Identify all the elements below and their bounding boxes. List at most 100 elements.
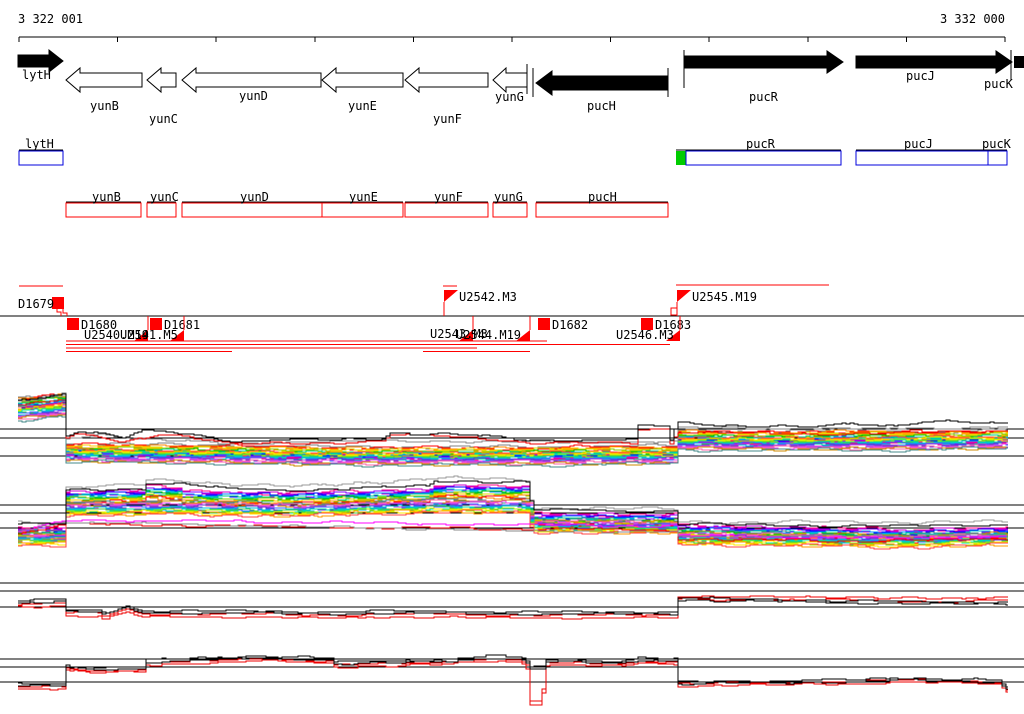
signal-line (18, 414, 1008, 467)
operon-box-yunF[interactable] (404, 202, 489, 218)
gene-arrow-pucR[interactable] (683, 50, 844, 74)
transcript-box-lytH[interactable] (18, 150, 64, 166)
signal-line (18, 399, 1008, 445)
signal-line (18, 406, 1008, 459)
gene-arrow-yunE[interactable] (321, 66, 404, 94)
signal-line (18, 522, 1008, 543)
operon-label-yunE: yunE (349, 190, 378, 204)
probe-label-U2545.M19: U2545.M19 (692, 290, 757, 304)
gene-label-yunG: yunG (495, 90, 524, 104)
gene-label-pucR: pucR (749, 90, 779, 104)
operon-box-yunC[interactable] (146, 202, 177, 218)
signal-line (18, 499, 1008, 539)
probe-label-D1680: D1680 (81, 318, 117, 332)
gene-arrow-yunF[interactable] (404, 66, 489, 94)
coordinate-end: 3 332 000 (939, 12, 1005, 26)
transcript-track-blue: lytH pucR pucJ pucK (18, 137, 1012, 166)
probe-flag-U2545.M19[interactable] (677, 290, 691, 302)
signal-line (18, 406, 1008, 460)
signal-line (18, 401, 1008, 456)
gene-label-yunB: yunB (90, 99, 119, 113)
probe-marker-D1680[interactable] (67, 318, 79, 330)
signal-line (18, 405, 1008, 457)
signal-track-1 (0, 392, 1024, 468)
transcript-label-lytH: lytH (25, 137, 54, 151)
operon-box-yunE[interactable] (321, 202, 404, 218)
probe-label-D1683: D1683 (655, 318, 691, 332)
probe-flag-U2541.M5[interactable] (170, 330, 184, 341)
probe-label-D1682: D1682 (552, 318, 588, 332)
signal-line (18, 393, 1008, 452)
signal-line (18, 657, 1008, 702)
start-marker-pucR (676, 151, 686, 165)
operon-label-yunB: yunB (92, 190, 121, 204)
transcript-label-pucR: pucR (746, 137, 776, 151)
signal-line (18, 398, 1008, 456)
operon-box-yunB[interactable] (65, 202, 142, 218)
gene-arrow-pucK[interactable] (1014, 56, 1024, 68)
gene-arrow-yunB[interactable] (65, 66, 143, 94)
flag-base-mark (670, 307, 678, 316)
probe-flag-U2542.M3[interactable] (444, 290, 458, 302)
signal-line (18, 521, 1008, 539)
probe-marker-D1681[interactable] (150, 318, 162, 330)
operon-label-yunD: yunD (240, 190, 269, 204)
operon-box-pucH[interactable] (535, 202, 669, 218)
operon-box-yunD[interactable] (181, 202, 323, 218)
transcript-box-pucJ[interactable] (855, 150, 1008, 166)
gene-label-lytH: lytH (22, 68, 51, 82)
probe-track: D1679 D1680 D1681 D1682 D1683 U2542.M3 U2545.M… (0, 284, 1024, 352)
gene-arrow-yunD[interactable] (181, 66, 322, 94)
gene-track: lytH yunB yunC yunD yunE yunF yunG pucH pucR pucJ… (17, 48, 1024, 126)
signal-line (18, 597, 1008, 620)
gene-label-yunF: yunF (433, 112, 462, 126)
transcript-box-pucR[interactable] (685, 150, 842, 166)
ruler (18, 36, 1006, 42)
gene-arrow-pucJ[interactable] (855, 50, 1013, 74)
gene-arrow-pucH[interactable] (535, 70, 669, 96)
signal-line (18, 393, 1008, 443)
operon-label-yunF: yunF (434, 190, 463, 204)
gene-label-pucK: pucK (984, 77, 1014, 91)
gene-arrow-yunC[interactable] (146, 66, 177, 94)
probe-label-U2546.M3: U2546.M3 (616, 328, 674, 342)
probe-label-U2544.M19: U2544.M19 (456, 328, 521, 342)
signal-line (18, 392, 1008, 450)
probe-label-D1679: D1679 (18, 297, 54, 311)
probe-marker-D1679[interactable] (52, 297, 64, 309)
probe-label-U2541.M5: U2541.M5 (120, 328, 178, 342)
signal-line (18, 659, 1008, 706)
gene-label-yunD: yunD (239, 89, 268, 103)
probe-label-U2542.M3: U2542.M3 (459, 290, 517, 304)
signal-line (18, 412, 1008, 466)
signal-track-4 (0, 654, 1024, 706)
probe-marker-D1683[interactable] (641, 318, 653, 330)
probe-flag-U2546.M3[interactable] (666, 330, 680, 341)
coordinate-start: 3 322 001 (18, 12, 84, 26)
probe-flag-U2543.M3[interactable] (459, 330, 473, 341)
transcript-track-red: yunB yunC yunD yunE yunF yunG pucH (65, 190, 669, 218)
transcript-label-pucK: pucK (982, 137, 1012, 151)
probe-flag-U2544.M19[interactable] (516, 330, 530, 341)
signal-line (18, 509, 1008, 550)
probe-label-D1681: D1681 (164, 318, 200, 332)
probe-marker-D1682[interactable] (538, 318, 550, 330)
signal-line (18, 657, 1008, 690)
signal-line (18, 596, 1008, 614)
gene-arrow-lytH[interactable] (17, 48, 64, 74)
gene-label-pucH: pucH (587, 99, 616, 113)
probe-label-U2543.M3: U2543.M3 (430, 327, 488, 341)
signal-line (18, 480, 1008, 528)
signal-line (18, 475, 1008, 525)
operon-label-pucH: pucH (588, 190, 617, 204)
probe-flag-U2540.M19[interactable] (134, 330, 148, 341)
gene-arrow-yunG[interactable] (492, 66, 528, 94)
transcript-label-pucJ: pucJ (904, 137, 933, 151)
signal-line (18, 519, 1008, 539)
signal-line (18, 484, 1008, 533)
operon-label-yunG: yunG (494, 190, 523, 204)
operon-box-yunG[interactable] (492, 202, 528, 218)
probe-label-U2540.M19: U2540.M19 (84, 328, 149, 342)
